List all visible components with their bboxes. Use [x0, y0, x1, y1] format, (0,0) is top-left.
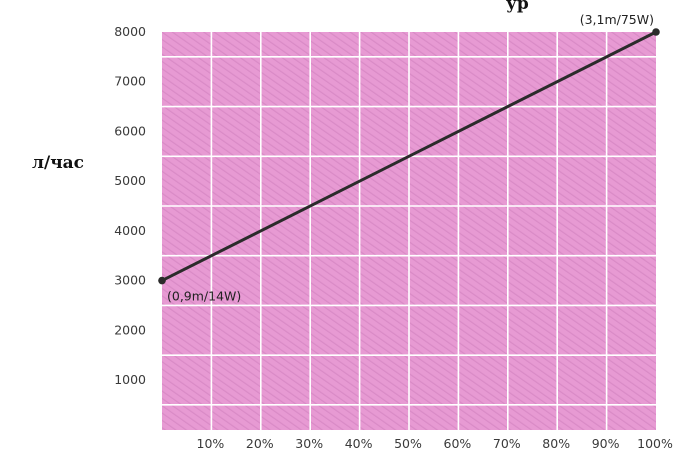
x-tick-label: 10%	[197, 436, 225, 451]
x-tick-label: 50%	[394, 436, 422, 451]
series: (0,9m/14W) (3,1m/75W)	[158, 12, 660, 304]
x-tick-label: 80%	[542, 436, 570, 451]
x-tick-label: 60%	[444, 436, 472, 451]
y-tick-label: 3000	[114, 273, 146, 288]
y-tick-label: 1000	[114, 372, 146, 387]
y-tick-label: 5000	[114, 173, 146, 188]
y-tick-label: 2000	[114, 322, 146, 337]
data-label: (0,9m/14W)	[167, 289, 241, 304]
y-tick-label: 7000	[114, 74, 146, 89]
y-tick-label: 8000	[114, 24, 146, 39]
x-tick-label: 70%	[493, 436, 521, 451]
data-point	[652, 28, 660, 36]
x-tick-label: 30%	[295, 436, 323, 451]
y-tick-label: 6000	[114, 123, 146, 138]
x-tick-label: 20%	[246, 436, 274, 451]
header-fragment: ур	[506, 0, 529, 14]
series-line	[160, 30, 658, 283]
y-tick-label: 4000	[114, 223, 146, 238]
x-tick-label: 100%	[637, 436, 673, 451]
x-tick-label: 40%	[345, 436, 373, 451]
y-axis-label: л/час	[32, 153, 84, 173]
data-label: (3,1m/75W)	[580, 12, 654, 27]
x-tick-label: 90%	[592, 436, 620, 451]
data-point	[158, 276, 166, 285]
x-axis-ticks: 10% 20% 30% 40% 50% 60% 70% 80% 90% 100%	[197, 436, 673, 451]
y-axis-ticks: 1000 2000 3000 4000 5000 6000 7000 8000	[114, 24, 146, 387]
